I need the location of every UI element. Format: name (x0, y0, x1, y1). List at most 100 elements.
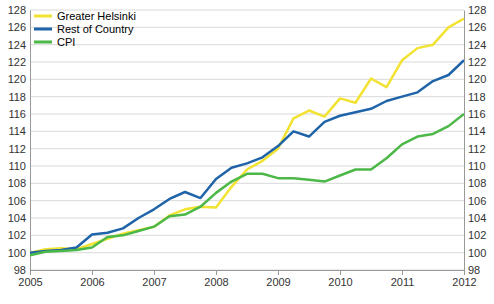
tick-label: 108 (8, 177, 26, 189)
grid-line (30, 166, 464, 167)
legend-swatch (34, 15, 52, 18)
tick-mark (402, 270, 403, 275)
tick: 122 (8, 56, 30, 68)
tick-label: 100 (468, 247, 486, 259)
legend-item: Rest of Country (34, 23, 134, 35)
tick: 108 (464, 177, 486, 189)
tick: 120 (464, 73, 486, 85)
grid-line (30, 62, 464, 63)
tick: 102 (464, 229, 486, 241)
tick: 104 (8, 212, 30, 224)
tick-mark (30, 270, 31, 275)
series-line (30, 114, 464, 255)
tick-label: 118 (468, 91, 486, 103)
tick: 118 (464, 91, 486, 103)
tick-label: 118 (8, 91, 26, 103)
tick-label: 104 (468, 212, 486, 224)
grid-line (30, 200, 464, 201)
series-line (30, 19, 464, 253)
grid-line (30, 131, 464, 132)
tick-label: 126 (8, 21, 26, 33)
tick-label: 2005 (18, 276, 42, 288)
tick-label: 128 (468, 4, 486, 16)
tick: 2009 (266, 270, 290, 288)
tick-label: 124 (468, 39, 486, 51)
tick: 112 (8, 143, 30, 155)
grid-line (30, 79, 464, 80)
grid-line (30, 218, 464, 219)
legend-label: CPI (57, 36, 75, 48)
tick: 106 (464, 195, 486, 207)
tick-label: 112 (468, 143, 486, 155)
grid (30, 10, 464, 270)
tick-label: 2007 (142, 276, 166, 288)
axis-line (31, 271, 465, 276)
lines (30, 19, 464, 256)
tick-label: 2011 (391, 276, 415, 288)
grid-line (30, 114, 464, 115)
y-axis: 9810010210410610811011211411611812012212… (8, 4, 31, 276)
tick-mark (340, 270, 341, 275)
tick: 110 (464, 160, 486, 172)
legend-item: CPI (34, 36, 75, 48)
tick: 128 (464, 4, 486, 16)
plot-area: 2005200620072008200920102011201298100102… (8, 4, 487, 288)
tick-mark (154, 270, 155, 275)
tick-label: 110 (8, 160, 26, 172)
tick: 116 (464, 108, 486, 120)
tick-label: 120 (468, 73, 486, 85)
tick: 128 (8, 4, 30, 16)
tick: 126 (8, 21, 30, 33)
tick: 2011 (391, 270, 415, 288)
tick-mark (92, 270, 93, 275)
tick-label: 116 (8, 108, 26, 120)
tick: 114 (8, 125, 30, 137)
legend-item: Greater Helsinki (34, 10, 136, 22)
grid-line (30, 183, 464, 184)
tick: 120 (8, 73, 30, 85)
tick-label: 102 (468, 229, 486, 241)
x-axis: 2005 2006 2007 2008 2009 2010 2011 2012 (18, 270, 476, 288)
tick: 118 (8, 91, 30, 103)
tick: 104 (464, 212, 486, 224)
grid-line (30, 44, 464, 45)
tick-label: 122 (8, 56, 26, 68)
tick: 100 (8, 247, 30, 259)
tick-label: 2010 (328, 276, 352, 288)
tick: 100 (464, 247, 486, 259)
tick-label: 2009 (266, 276, 290, 288)
tick: 124 (464, 39, 486, 51)
tick-label: 128 (8, 4, 26, 16)
tick-label: 106 (8, 195, 26, 207)
tick-label: 106 (468, 195, 486, 207)
tick-label: 102 (8, 229, 26, 241)
tick: 2006 (80, 270, 104, 288)
tick-label: 2006 (80, 276, 104, 288)
tick-label: 114 (468, 125, 486, 137)
tick-label: 120 (8, 73, 26, 85)
tick: 106 (8, 195, 30, 207)
tick: 2007 (142, 270, 166, 288)
legend-swatch (34, 41, 52, 44)
tick-label: 108 (468, 177, 486, 189)
chart: 2005200620072008200920102011201298100102… (0, 0, 494, 304)
tick: 112 (464, 143, 486, 155)
tick: 2010 (328, 270, 352, 288)
tick: 124 (8, 39, 30, 51)
legend-label: Greater Helsinki (57, 10, 136, 22)
tick: 110 (8, 160, 30, 172)
tick-label: 114 (8, 125, 26, 137)
tick: 108 (8, 177, 30, 189)
legend-label: Rest of Country (57, 23, 134, 35)
tick-label: 2012 (452, 276, 476, 288)
tick-label: 104 (8, 212, 26, 224)
tick-label: 100 (8, 247, 26, 259)
tick-label: 124 (8, 39, 26, 51)
tick: 122 (464, 56, 486, 68)
axis-line (30, 11, 31, 271)
tick-label: 110 (468, 160, 486, 172)
legend: Greater HelsinkiRest of CountryCPI (34, 10, 136, 48)
tick-label: 126 (468, 21, 486, 33)
y2-axis: 9810010210410610811011211411611812012212… (464, 4, 486, 276)
tick: 2008 (204, 270, 228, 288)
